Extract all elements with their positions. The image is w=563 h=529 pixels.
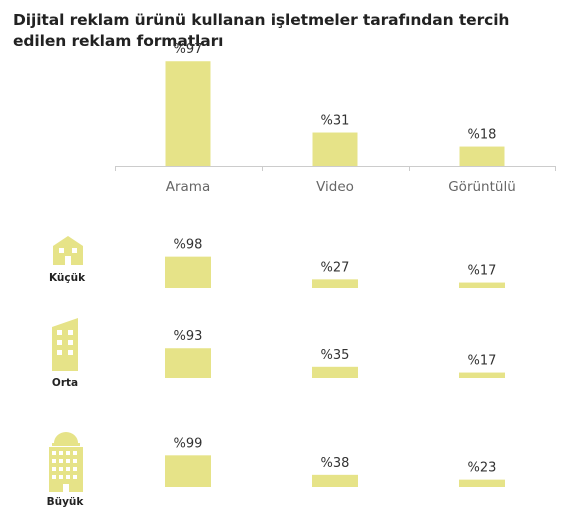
category-label-video: Video (316, 179, 354, 195)
medium-building-icon (52, 318, 78, 371)
value-label-buyuk-goruntulu: %23 (468, 461, 497, 476)
bar-orta-goruntulu (459, 372, 505, 378)
size-chart-kucuk: %98 %27 %17 (165, 238, 505, 288)
bar-goruntulu (459, 146, 505, 166)
value-label-orta-goruntulu: %17 (468, 354, 497, 369)
value-label-orta-video: %35 (321, 348, 350, 363)
size-label-small: Küçük (49, 272, 86, 284)
category-label-arama: Arama (166, 179, 210, 195)
bar-video (312, 132, 358, 166)
value-label-kucuk-arama: %98 (174, 238, 203, 253)
size-chart-orta: %93 %35 %17 (165, 329, 505, 378)
value-label-kucuk-video: %27 (321, 260, 350, 275)
value-label-orta-arama: %93 (174, 329, 203, 344)
bar-kucuk-video (312, 279, 358, 288)
chart-title: Dijital reklam ürünü kullanan işletmeler… (13, 11, 510, 50)
bar-buyuk-goruntulu (459, 479, 505, 487)
large-building-icon (49, 432, 83, 492)
value-label-arama: %97 (174, 42, 203, 57)
value-label-goruntulu: %18 (468, 128, 497, 143)
main-bar-chart: %97 %31 %18 Arama Video Görüntülü (115, 42, 556, 195)
value-label-video: %31 (321, 114, 350, 129)
bar-orta-video (312, 366, 358, 378)
company-size-charts: %98 %27 %17 %93 %35 %17 %99 %38 %23 (165, 238, 505, 487)
value-label-kucuk-goruntulu: %17 (468, 264, 497, 279)
bar-kucuk-goruntulu (459, 282, 505, 288)
value-label-buyuk-video: %38 (321, 456, 350, 471)
size-label-medium: Orta (52, 377, 78, 389)
bar-buyuk-arama (165, 455, 211, 487)
bar-buyuk-video (312, 474, 358, 487)
bar-kucuk-arama (165, 256, 211, 288)
size-chart-buyuk: %99 %38 %23 (165, 436, 505, 487)
bar-orta-arama (165, 348, 211, 378)
small-building-icon (53, 236, 83, 265)
value-label-buyuk-arama: %99 (174, 436, 203, 451)
bar-arama (165, 61, 211, 166)
category-label-goruntulu: Görüntülü (448, 179, 516, 195)
size-label-large: Büyük (47, 496, 85, 508)
